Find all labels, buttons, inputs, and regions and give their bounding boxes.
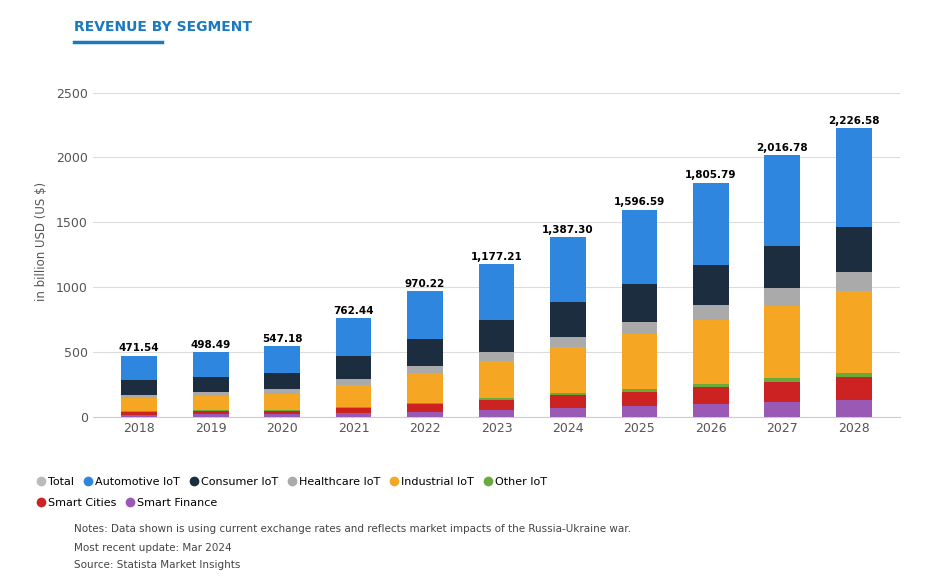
Bar — [550, 408, 585, 417]
Bar — [764, 378, 799, 382]
Y-axis label: in billion USD (US $): in billion USD (US $) — [34, 182, 47, 301]
Bar — [692, 320, 728, 384]
Bar — [264, 414, 299, 417]
Bar — [193, 415, 228, 417]
Bar — [764, 288, 799, 306]
Bar — [835, 400, 870, 417]
Bar — [121, 395, 157, 398]
Bar — [407, 373, 442, 403]
Bar — [764, 402, 799, 417]
Bar — [264, 389, 299, 394]
Text: 1,596.59: 1,596.59 — [613, 197, 665, 207]
Bar — [835, 128, 870, 227]
Text: 2,016.78: 2,016.78 — [756, 143, 807, 153]
Bar — [621, 210, 656, 284]
Bar — [835, 227, 870, 272]
Text: 547.18: 547.18 — [261, 334, 302, 343]
Bar — [336, 413, 371, 417]
Bar — [336, 318, 371, 357]
Bar — [621, 335, 656, 389]
Bar — [193, 411, 228, 415]
Text: 2,226.58: 2,226.58 — [827, 116, 879, 126]
Bar — [550, 337, 585, 347]
Bar — [621, 391, 656, 406]
Bar — [407, 404, 442, 412]
Text: 1,177.21: 1,177.21 — [470, 252, 522, 262]
Bar — [264, 372, 299, 389]
Bar — [407, 291, 442, 339]
Bar — [692, 306, 728, 320]
Bar — [550, 393, 585, 395]
Text: Notes: Data shown is using current exchange rates and reflects market impacts of: Notes: Data shown is using current excha… — [74, 524, 630, 534]
Bar — [193, 396, 228, 411]
Text: Most recent update: Mar 2024: Most recent update: Mar 2024 — [74, 543, 232, 552]
Bar — [764, 245, 799, 288]
Bar — [621, 322, 656, 335]
Bar — [478, 264, 514, 320]
Bar — [621, 406, 656, 417]
Bar — [407, 366, 442, 373]
Bar — [264, 411, 299, 414]
Bar — [621, 389, 656, 391]
Bar — [336, 408, 371, 413]
Bar — [835, 378, 870, 400]
Bar — [407, 339, 442, 366]
Bar — [692, 182, 728, 265]
Bar — [336, 357, 371, 379]
Bar — [193, 377, 228, 393]
Bar — [478, 361, 514, 398]
Bar — [336, 379, 371, 384]
Text: 498.49: 498.49 — [190, 340, 231, 350]
Bar — [478, 352, 514, 361]
Bar — [193, 393, 228, 396]
Bar — [692, 387, 728, 404]
Text: REVENUE BY SEGMENT: REVENUE BY SEGMENT — [74, 20, 252, 34]
Text: 762.44: 762.44 — [333, 306, 374, 316]
Bar — [692, 384, 728, 387]
Bar — [121, 398, 157, 411]
Bar — [764, 382, 799, 402]
Bar — [193, 352, 228, 377]
Bar — [478, 320, 514, 352]
Bar — [550, 302, 585, 337]
Bar — [121, 412, 157, 415]
Bar — [550, 347, 585, 393]
Bar — [121, 415, 157, 417]
Text: 1,387.30: 1,387.30 — [541, 225, 593, 234]
Bar — [407, 412, 442, 417]
Bar — [692, 404, 728, 417]
Bar — [621, 284, 656, 322]
Bar — [407, 403, 442, 404]
Bar — [692, 265, 728, 306]
Bar — [336, 407, 371, 408]
Bar — [835, 373, 870, 378]
Bar — [121, 411, 157, 412]
Bar — [121, 380, 157, 395]
Bar — [264, 410, 299, 411]
Bar — [835, 291, 870, 373]
Bar — [764, 306, 799, 378]
Text: 471.54: 471.54 — [119, 343, 159, 353]
Bar — [264, 346, 299, 372]
Bar — [478, 410, 514, 417]
Bar — [264, 394, 299, 410]
Text: 970.22: 970.22 — [404, 278, 445, 289]
Bar — [478, 400, 514, 410]
Bar — [121, 356, 157, 380]
Bar — [550, 395, 585, 408]
Bar — [835, 272, 870, 291]
Text: 1,805.79: 1,805.79 — [684, 170, 736, 180]
Bar — [764, 155, 799, 245]
Text: Source: Statista Market Insights: Source: Statista Market Insights — [74, 560, 240, 570]
Legend: Smart Cities, Smart Finance: Smart Cities, Smart Finance — [38, 498, 217, 508]
Bar — [550, 237, 585, 302]
Bar — [336, 384, 371, 407]
Bar — [478, 398, 514, 400]
